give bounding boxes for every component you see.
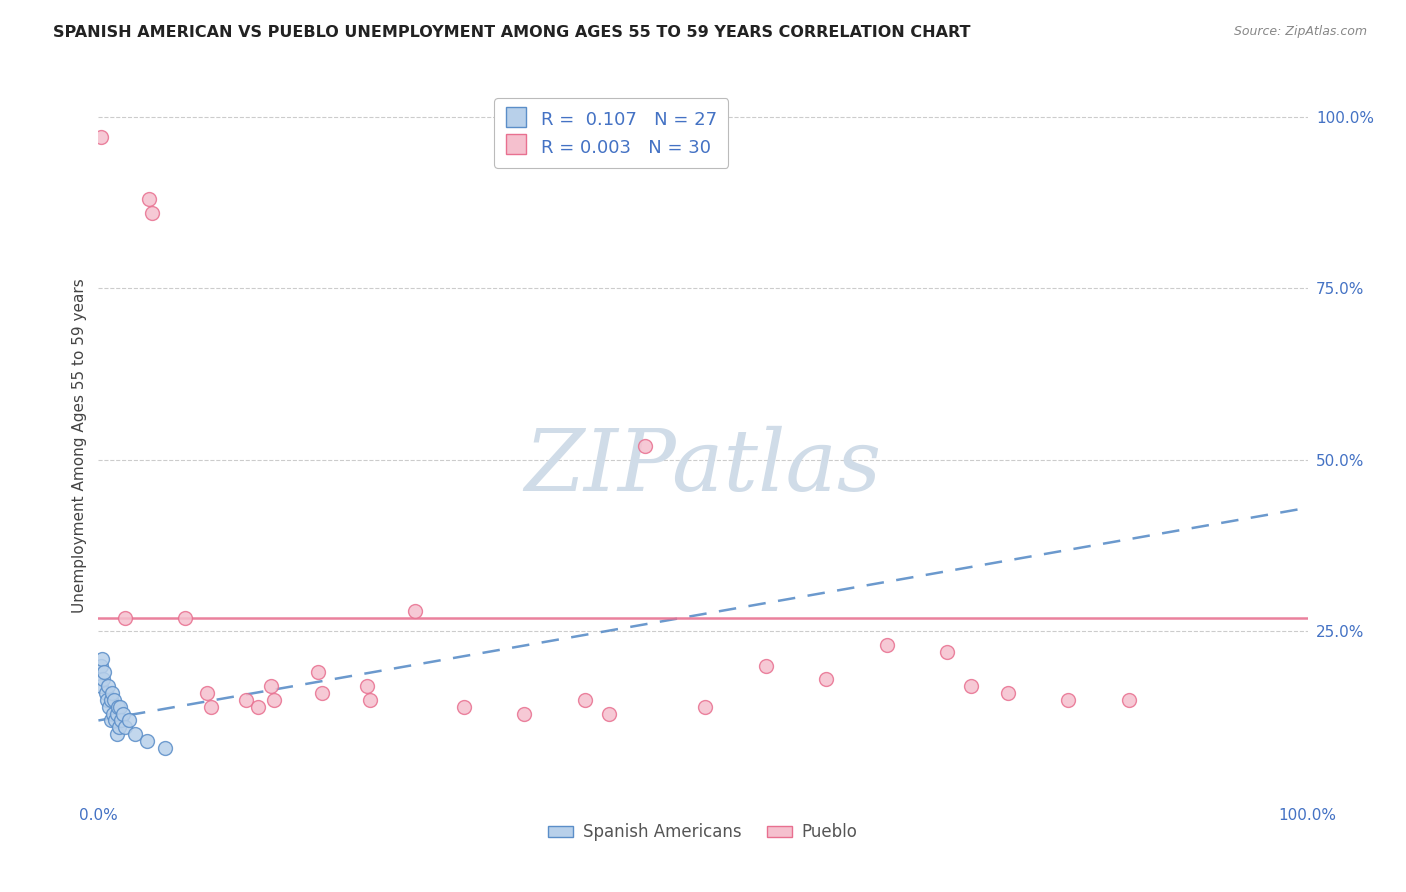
Text: SPANISH AMERICAN VS PUEBLO UNEMPLOYMENT AMONG AGES 55 TO 59 YEARS CORRELATION CH: SPANISH AMERICAN VS PUEBLO UNEMPLOYMENT … — [53, 25, 972, 40]
Point — [153, 740, 176, 755]
Point — [308, 665, 330, 680]
Point — [960, 679, 983, 693]
Y-axis label: Unemployment Among Ages 55 to 59 years: Unemployment Among Ages 55 to 59 years — [72, 278, 87, 614]
Point — [574, 693, 596, 707]
Point — [96, 693, 118, 707]
Point — [90, 130, 112, 145]
Point — [107, 699, 129, 714]
Point — [356, 679, 378, 693]
Point — [110, 714, 132, 728]
Point — [105, 727, 128, 741]
Point — [195, 686, 218, 700]
Point — [97, 679, 120, 693]
Text: Source: ZipAtlas.com: Source: ZipAtlas.com — [1233, 25, 1367, 38]
Point — [90, 679, 112, 693]
Point — [936, 645, 959, 659]
Point — [876, 638, 898, 652]
Point — [114, 720, 136, 734]
Legend: Spanish Americans, Pueblo: Spanish Americans, Pueblo — [541, 817, 865, 848]
Point — [138, 192, 160, 206]
Point — [247, 699, 270, 714]
Point — [311, 686, 333, 700]
Point — [263, 693, 285, 707]
Point — [104, 714, 127, 728]
Point — [90, 658, 112, 673]
Point — [105, 706, 128, 721]
Point — [101, 706, 124, 721]
Point — [124, 727, 146, 741]
Point — [91, 651, 114, 665]
Point — [93, 665, 115, 680]
Point — [235, 693, 257, 707]
Point — [997, 686, 1019, 700]
Point — [453, 699, 475, 714]
Point — [100, 714, 122, 728]
Point — [94, 686, 117, 700]
Point — [598, 706, 620, 721]
Point — [108, 720, 131, 734]
Point — [695, 699, 717, 714]
Point — [634, 439, 657, 453]
Point — [360, 693, 382, 707]
Point — [118, 714, 141, 728]
Point — [1057, 693, 1080, 707]
Point — [114, 610, 136, 624]
Point — [100, 693, 122, 707]
Point — [100, 686, 122, 700]
Point — [404, 604, 426, 618]
Point — [103, 693, 125, 707]
Point — [108, 699, 131, 714]
Point — [91, 673, 114, 687]
Point — [513, 706, 536, 721]
Point — [174, 610, 197, 624]
Point — [260, 679, 283, 693]
Point — [135, 734, 157, 748]
Point — [1118, 693, 1140, 707]
Point — [98, 699, 121, 714]
Point — [755, 658, 778, 673]
Text: ZIPatlas: ZIPatlas — [524, 426, 882, 508]
Point — [200, 699, 222, 714]
Point — [141, 205, 163, 219]
Point — [111, 706, 134, 721]
Point — [815, 673, 838, 687]
